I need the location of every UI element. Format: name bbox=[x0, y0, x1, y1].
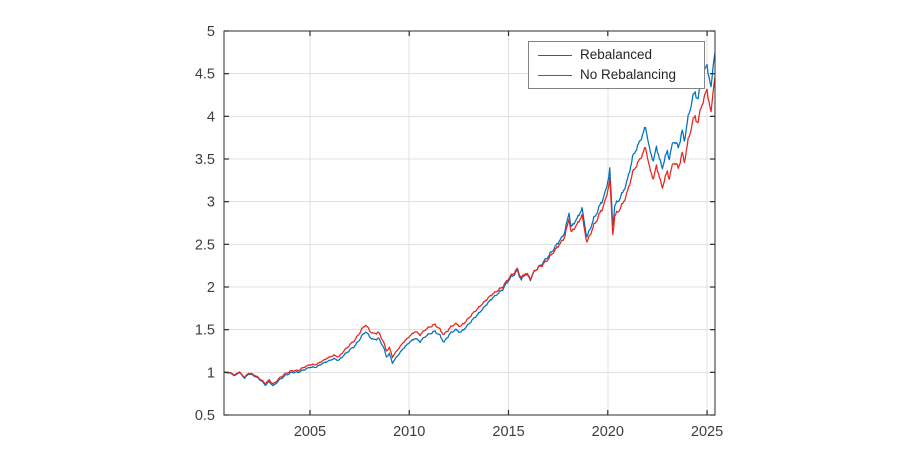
y-tick-label: 4 bbox=[207, 109, 215, 125]
axes-box bbox=[223, 30, 716, 416]
y-tick-label: 2 bbox=[207, 280, 215, 296]
x-tick-label: 2015 bbox=[492, 424, 524, 440]
series-line-rebalanced bbox=[224, 52, 715, 387]
x-tick-label: 2005 bbox=[294, 424, 326, 440]
y-tick-label: 5 bbox=[207, 24, 215, 40]
y-tick-label: 1 bbox=[207, 365, 215, 381]
legend-line-rebalanced-icon bbox=[538, 54, 572, 56]
y-tick-label: 3.5 bbox=[195, 152, 215, 168]
series-line-no-rebalancing bbox=[224, 77, 715, 385]
x-tick-label: 2025 bbox=[691, 424, 723, 440]
legend-entry-no-rebalancing[interactable]: No Rebalancing bbox=[538, 67, 698, 83]
legend-entry-rebalanced[interactable]: Rebalanced bbox=[538, 47, 698, 63]
y-tick-label: 1.5 bbox=[195, 323, 215, 339]
y-tick-label: 2.5 bbox=[195, 237, 215, 253]
legend-box[interactable]: Rebalanced No Rebalancing bbox=[528, 41, 705, 89]
x-tick-label: 2020 bbox=[592, 424, 624, 440]
y-tick-label: 4.5 bbox=[195, 67, 215, 83]
legend-label-no-rebalancing: No Rebalancing bbox=[580, 67, 677, 82]
legend-line-no-rebalancing-icon bbox=[538, 74, 572, 76]
x-tick-label: 2010 bbox=[393, 424, 425, 440]
y-tick-label: 0.5 bbox=[195, 408, 215, 424]
y-tick-label: 3 bbox=[207, 195, 215, 211]
legend-label-rebalanced: Rebalanced bbox=[580, 47, 653, 62]
